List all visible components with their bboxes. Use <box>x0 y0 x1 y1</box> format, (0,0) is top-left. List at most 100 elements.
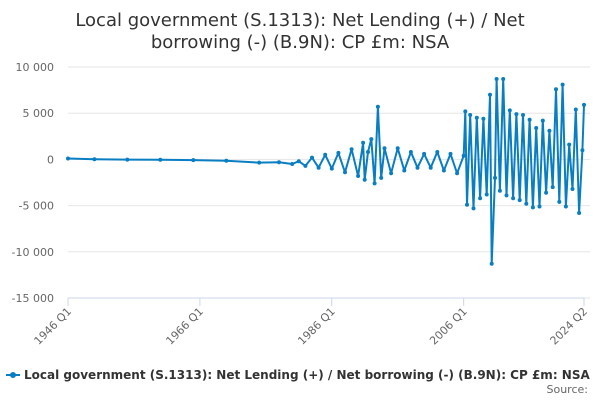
x-tick-label: 1966 Q1 <box>163 305 206 348</box>
data-point <box>573 107 578 112</box>
data-point <box>511 196 516 201</box>
data-point <box>550 185 555 190</box>
data-point <box>527 117 532 122</box>
data-point <box>415 165 420 170</box>
y-axis: 10 000 5 000 0 -5 000 -10 000 -15 000 <box>12 61 54 305</box>
data-point <box>277 160 281 165</box>
data-point <box>428 165 433 170</box>
data-point <box>379 175 384 180</box>
y-tick-label: -5 000 <box>19 200 54 213</box>
data-point <box>547 128 552 133</box>
plot-area <box>66 77 586 266</box>
data-point <box>501 77 506 81</box>
legend-series-label[interactable]: Local government (S.1313): Net Lending (… <box>24 368 590 382</box>
source-label: Source: <box>547 383 589 396</box>
data-point <box>336 150 341 155</box>
data-point <box>303 163 308 168</box>
data-point <box>343 170 347 175</box>
data-point <box>540 118 545 123</box>
data-point <box>349 147 354 152</box>
x-axis: 1946 Q1 1966 Q1 1986 Q1 2006 Q1 2024 Q2 <box>32 297 591 348</box>
data-point <box>448 151 453 156</box>
data-point <box>530 205 535 210</box>
data-point <box>478 196 483 201</box>
data-point <box>468 113 473 117</box>
data-point <box>534 126 539 130</box>
data-point <box>435 150 440 154</box>
y-tick-label: 0 <box>47 153 54 166</box>
x-tick-label: 2006 Q1 <box>427 305 470 348</box>
data-point <box>361 140 366 145</box>
data-point <box>493 175 497 180</box>
data-point <box>471 206 476 211</box>
data-point <box>356 174 361 178</box>
data-point <box>455 171 460 176</box>
y-tick-label: 5 000 <box>23 107 55 120</box>
data-point <box>125 157 130 162</box>
data-point <box>524 201 529 206</box>
data-point <box>422 151 427 156</box>
data-point <box>484 192 489 197</box>
y-tick-label: -10 000 <box>12 246 54 259</box>
data-point <box>463 109 468 114</box>
data-point <box>375 104 380 109</box>
data-point <box>481 116 486 121</box>
data-point <box>66 156 70 161</box>
data-point <box>544 190 549 195</box>
x-tick-label: 1946 Q1 <box>32 305 75 348</box>
data-point <box>580 148 585 153</box>
data-point <box>158 157 163 162</box>
data-point <box>395 146 400 151</box>
data-point <box>441 168 446 173</box>
data-point <box>474 115 479 120</box>
x-tick-label: 2024 Q2 <box>548 305 591 348</box>
data-point <box>310 155 314 160</box>
data-point <box>517 198 522 203</box>
data-point <box>488 92 492 97</box>
y-tick-label: -15 000 <box>12 292 54 305</box>
data-point <box>408 150 413 154</box>
data-point <box>521 113 525 117</box>
data-point <box>567 142 572 147</box>
legend-marker-swatch <box>10 372 16 378</box>
data-point <box>507 108 512 113</box>
chart-title-line-2: borrowing (-) (B.9N): CP £m: NSA <box>151 32 450 53</box>
x-tick-label: 1986 Q1 <box>295 305 338 348</box>
chart-title-line-1: Local government (S.1313): Net Lending (… <box>75 10 524 31</box>
data-point <box>316 165 321 170</box>
data-point <box>570 187 575 191</box>
data-point <box>323 152 328 157</box>
data-point <box>557 199 562 204</box>
data-point <box>372 181 377 186</box>
data-point <box>366 150 370 154</box>
data-point <box>560 82 565 87</box>
data-point <box>257 160 262 165</box>
legend[interactable]: Local government (S.1313): Net Lending (… <box>6 368 590 382</box>
data-point <box>382 146 387 151</box>
data-point <box>92 157 97 162</box>
data-point <box>191 158 196 163</box>
data-point <box>494 77 499 81</box>
data-point <box>329 166 334 171</box>
data-point <box>504 193 509 198</box>
data-point <box>577 211 582 215</box>
data-point <box>402 168 407 173</box>
data-point <box>514 112 519 117</box>
y-tick-label: 10 000 <box>16 61 55 74</box>
data-point <box>582 102 586 107</box>
data-point <box>461 153 466 158</box>
data-point <box>290 162 295 166</box>
data-point <box>296 159 301 164</box>
data-point <box>224 158 229 163</box>
data-point <box>497 188 502 193</box>
data-point <box>369 137 374 142</box>
data-point <box>489 261 494 266</box>
data-point <box>554 87 558 92</box>
series-line <box>67 78 585 265</box>
data-point <box>362 177 367 182</box>
data-point <box>389 171 394 176</box>
data-point <box>563 204 568 209</box>
data-point <box>537 204 542 209</box>
data-point <box>465 202 469 207</box>
